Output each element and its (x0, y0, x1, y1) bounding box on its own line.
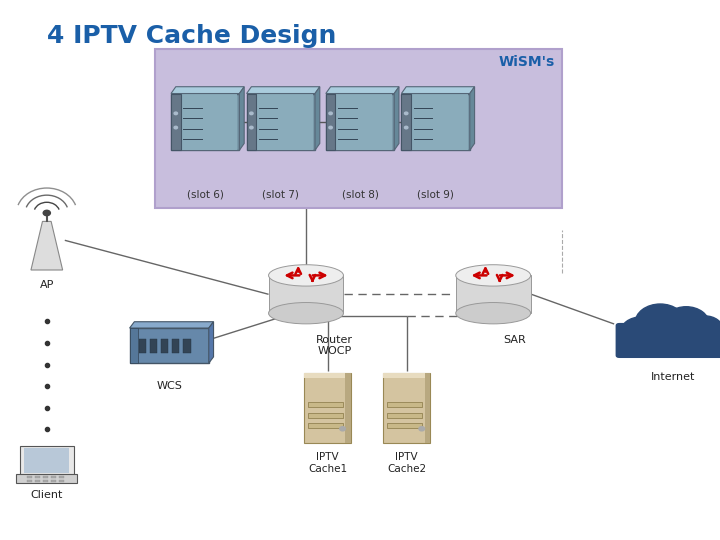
Circle shape (663, 307, 709, 341)
FancyBboxPatch shape (308, 402, 343, 407)
FancyBboxPatch shape (246, 93, 315, 150)
Text: WCS: WCS (156, 381, 182, 391)
FancyBboxPatch shape (402, 93, 411, 150)
Ellipse shape (456, 265, 531, 286)
Bar (27, 480, 32, 482)
Text: WiSM's: WiSM's (498, 55, 554, 69)
Circle shape (174, 126, 178, 129)
Ellipse shape (269, 265, 343, 286)
Circle shape (687, 316, 720, 343)
Circle shape (250, 126, 253, 129)
FancyBboxPatch shape (171, 93, 181, 150)
Bar (35, 476, 40, 478)
Circle shape (174, 112, 178, 114)
FancyBboxPatch shape (155, 49, 562, 208)
FancyBboxPatch shape (456, 275, 531, 313)
FancyBboxPatch shape (304, 373, 351, 443)
Bar (150, 339, 157, 353)
Circle shape (329, 112, 333, 114)
FancyBboxPatch shape (387, 402, 422, 407)
FancyBboxPatch shape (308, 413, 343, 417)
Circle shape (43, 210, 50, 215)
Circle shape (405, 126, 408, 129)
Circle shape (405, 112, 408, 114)
Polygon shape (246, 87, 320, 93)
Text: AP: AP (40, 280, 54, 290)
FancyBboxPatch shape (425, 373, 430, 443)
Text: (slot 6): (slot 6) (186, 190, 224, 199)
Text: IPTV
Cache2: IPTV Cache2 (387, 452, 426, 474)
Text: (slot 8): (slot 8) (341, 190, 379, 199)
Bar (43, 480, 48, 482)
Bar (43, 476, 48, 478)
FancyBboxPatch shape (387, 423, 422, 428)
Ellipse shape (456, 302, 531, 324)
FancyBboxPatch shape (24, 448, 69, 472)
Polygon shape (239, 87, 244, 150)
Circle shape (419, 427, 425, 431)
Polygon shape (325, 87, 399, 93)
Circle shape (250, 112, 253, 114)
FancyBboxPatch shape (325, 93, 336, 150)
Ellipse shape (269, 302, 343, 324)
Circle shape (340, 427, 346, 431)
Polygon shape (469, 87, 474, 150)
FancyBboxPatch shape (387, 413, 422, 417)
FancyBboxPatch shape (325, 93, 395, 150)
Circle shape (621, 317, 661, 347)
FancyBboxPatch shape (336, 93, 392, 150)
FancyBboxPatch shape (17, 474, 78, 483)
Polygon shape (130, 322, 214, 328)
Bar (184, 339, 191, 353)
Circle shape (635, 304, 685, 342)
Bar (50, 476, 56, 478)
Bar (59, 476, 64, 478)
FancyBboxPatch shape (383, 373, 425, 378)
Bar (139, 339, 146, 353)
FancyBboxPatch shape (402, 93, 469, 150)
FancyBboxPatch shape (346, 373, 351, 443)
FancyBboxPatch shape (171, 93, 239, 150)
Bar (50, 480, 56, 482)
Bar (172, 339, 179, 353)
Text: SAR: SAR (503, 335, 526, 345)
Polygon shape (402, 87, 474, 93)
Text: IPTV
Cache1: IPTV Cache1 (308, 452, 347, 474)
FancyBboxPatch shape (181, 93, 238, 150)
FancyBboxPatch shape (412, 93, 468, 150)
Text: 4 IPTV Cache Design: 4 IPTV Cache Design (47, 24, 336, 48)
Polygon shape (315, 87, 320, 150)
Text: Internet: Internet (651, 372, 696, 382)
Circle shape (329, 126, 333, 129)
FancyBboxPatch shape (20, 446, 74, 475)
FancyBboxPatch shape (246, 93, 256, 150)
FancyBboxPatch shape (257, 93, 313, 150)
Polygon shape (209, 322, 214, 363)
Bar (27, 476, 32, 478)
FancyBboxPatch shape (130, 328, 138, 363)
Text: (slot 7): (slot 7) (262, 190, 300, 199)
FancyBboxPatch shape (304, 373, 346, 378)
Text: Router
WOCP: Router WOCP (316, 335, 354, 356)
Bar (161, 339, 168, 353)
FancyBboxPatch shape (308, 423, 343, 428)
FancyBboxPatch shape (616, 323, 720, 358)
Polygon shape (171, 87, 244, 93)
Text: Client: Client (31, 490, 63, 500)
FancyBboxPatch shape (383, 373, 430, 443)
Polygon shape (395, 87, 399, 150)
FancyBboxPatch shape (130, 328, 209, 363)
FancyBboxPatch shape (269, 275, 343, 313)
Polygon shape (31, 221, 63, 270)
Circle shape (697, 326, 720, 349)
Bar (59, 480, 64, 482)
Text: (slot 9): (slot 9) (417, 190, 454, 199)
Bar (35, 480, 40, 482)
